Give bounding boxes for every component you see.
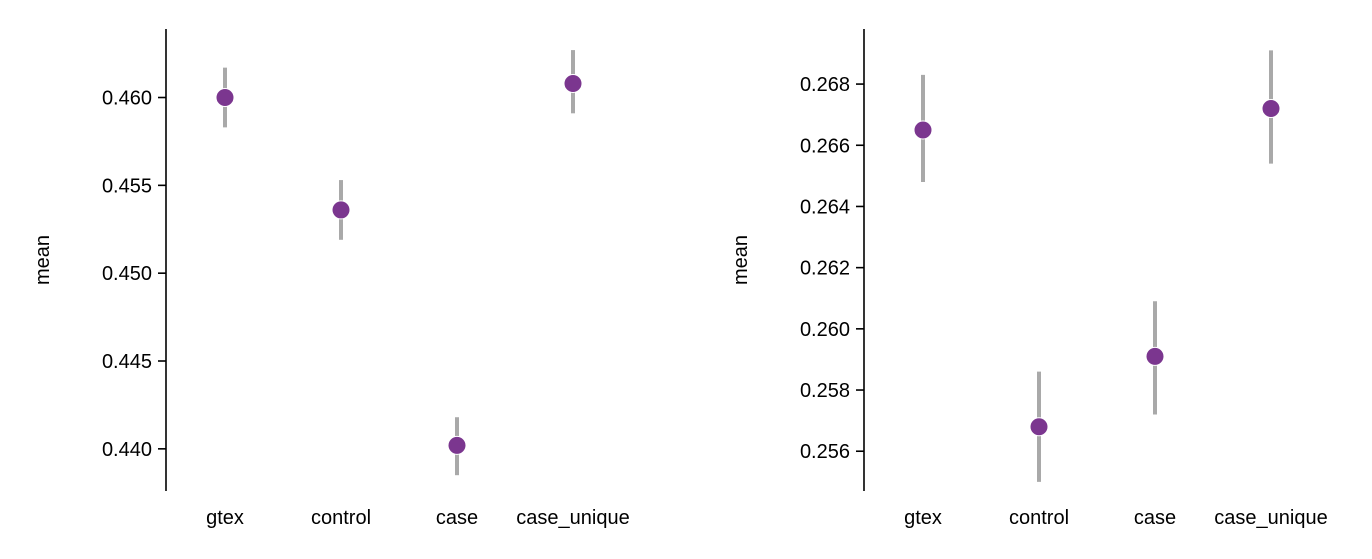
x-tick-label: gtex	[206, 507, 244, 529]
y-tick-label: 0.450	[102, 263, 152, 285]
x-tick-label: control	[1009, 507, 1069, 529]
data-point	[1145, 346, 1165, 366]
y-tick-label: 0.440	[102, 439, 152, 461]
y-tick-label: 0.256	[800, 441, 850, 463]
data-point	[1261, 99, 1281, 119]
y-tick-label: 0.264	[800, 196, 850, 218]
data-point	[913, 120, 933, 140]
y-tick-label: 0.268	[800, 74, 850, 96]
x-tick-label: case	[1134, 507, 1176, 529]
data-point	[1029, 417, 1049, 437]
y-tick-label: 0.266	[800, 135, 850, 157]
x-tick-label: gtex	[904, 507, 942, 529]
x-tick-label: control	[311, 507, 371, 529]
y-tick-label: 0.262	[800, 258, 850, 280]
data-point	[215, 88, 235, 108]
data-point	[563, 73, 583, 93]
x-tick-label: case_unique	[1214, 507, 1327, 529]
y-tick-label: 0.260	[800, 319, 850, 341]
y-tick-label: 0.258	[800, 380, 850, 402]
right-panel: 0.256 0.258 0.260 0.262 0.264 0.266 0.268 mean g…	[730, 29, 1328, 529]
x-tick-label: case	[436, 507, 478, 529]
left-panel: 0.440 0.445 0.450 0.455 0.460 mean gtex control…	[32, 29, 630, 529]
x-tick-label: case_unique	[516, 507, 629, 529]
y-axis-label: mean	[32, 235, 54, 285]
data-point	[331, 200, 351, 220]
y-axis-label: mean	[730, 235, 752, 285]
y-tick-label: 0.445	[102, 351, 152, 373]
y-tick-label: 0.455	[102, 175, 152, 197]
y-tick-label: 0.460	[102, 88, 152, 110]
data-point	[447, 435, 467, 455]
